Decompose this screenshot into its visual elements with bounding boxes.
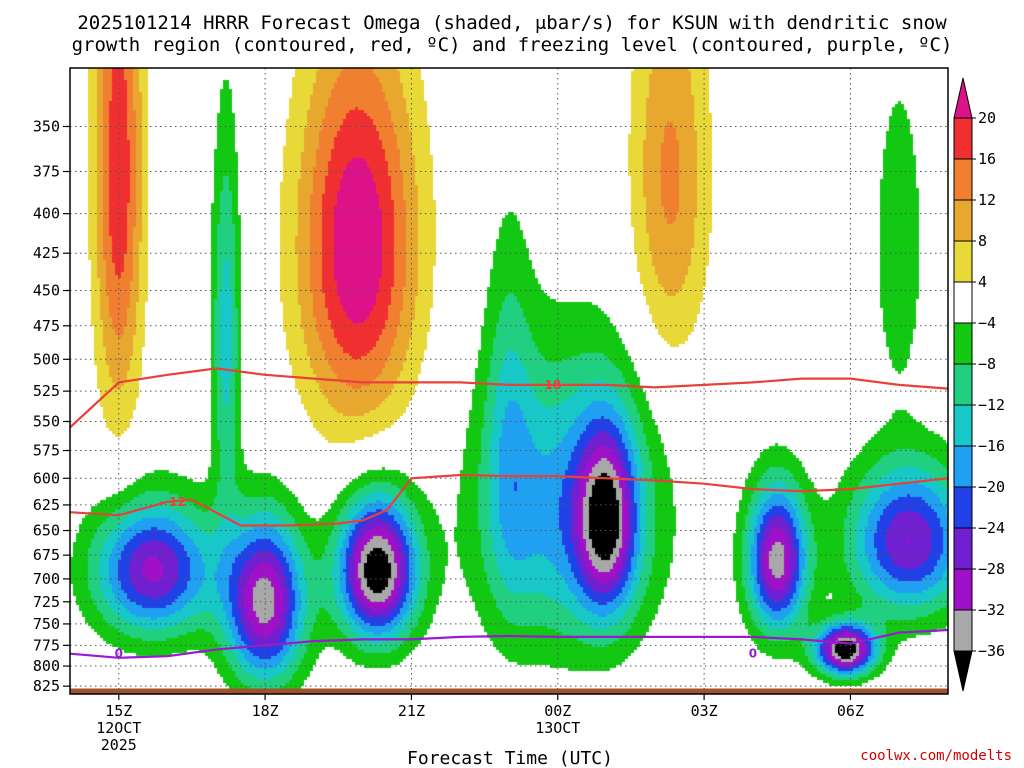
y-axis-ticks: 350 375 400 425 450 475 500 525 550 575 600 625 650 6… — [33, 117, 70, 695]
contour-label: −12 — [159, 495, 186, 509]
colorbar-swatch — [953, 158, 973, 201]
colorbar-swatch — [953, 404, 973, 447]
colorbar-label: −8 — [978, 355, 996, 373]
y-tick-label: 825 — [33, 677, 60, 695]
colorbar-label: 12 — [978, 191, 996, 209]
colorbar-swatch — [953, 486, 973, 529]
chart-title-line1: 2025101214 HRRR Forecast Omega (shaded, … — [77, 12, 947, 34]
colorbar-label: 16 — [978, 150, 996, 168]
dgz-contour-line — [70, 367, 948, 429]
y-tick-label: 775 — [33, 636, 60, 654]
colorbar-swatch — [953, 527, 973, 570]
colorbar-label: −24 — [978, 519, 1005, 537]
contour-label: 0 — [749, 647, 757, 661]
colorbar-swatch — [953, 568, 973, 611]
contour-label: 0 — [115, 647, 123, 661]
y-tick-label: 725 — [33, 593, 60, 611]
colorbar-swatch — [953, 117, 973, 160]
colorbar-label: 4 — [978, 273, 987, 291]
freezing-level-contour — [70, 628, 948, 659]
y-tick-label: 450 — [33, 282, 60, 300]
y-tick-label: 575 — [33, 442, 60, 460]
plot-frame — [69, 67, 949, 695]
y-tick-label: 400 — [33, 205, 60, 223]
colorbar-label: −20 — [978, 478, 1005, 496]
y-tick-label: 625 — [33, 496, 60, 514]
colorbar-label: −36 — [978, 642, 1005, 660]
surface-strip — [70, 688, 948, 694]
dgz-contour-line — [70, 473, 948, 527]
colorbar-label: 8 — [978, 232, 987, 250]
colorbar-label: −28 — [978, 560, 1005, 578]
x-tick-label: 15Z — [105, 702, 132, 720]
colorbar-label: −16 — [978, 437, 1005, 455]
colorbar-label: −32 — [978, 601, 1005, 619]
y-tick-label: 600 — [33, 469, 60, 487]
y-tick-label: 650 — [33, 522, 60, 540]
colorbar-swatch — [953, 609, 973, 652]
contour-lines: −18 −12 0 0 — [70, 367, 948, 661]
title-block: 2025101214 HRRR Forecast Omega (shaded, … — [72, 12, 953, 56]
x-tick-label: 12OCT — [96, 719, 141, 737]
y-tick-label: 350 — [33, 117, 60, 135]
x-tick-label: 2025 — [101, 736, 137, 754]
credit-text: coolwx.com/modelts — [860, 748, 1012, 764]
chart-title-line2: growth region (contoured, red, ºC) and f… — [72, 34, 953, 56]
y-tick-label: 800 — [33, 657, 60, 675]
colorbar-swatch — [953, 363, 973, 406]
y-tick-label: 475 — [33, 317, 60, 335]
colorbar-swatch — [953, 322, 973, 365]
omega-shading — [70, 68, 948, 694]
y-tick-label: 675 — [33, 546, 60, 564]
y-tick-label: 750 — [33, 615, 60, 633]
x-tick-label: 00Z — [544, 702, 571, 720]
y-tick-label: 425 — [33, 244, 60, 262]
colorbar-swatch — [953, 281, 973, 324]
y-tick-label: 700 — [33, 570, 60, 588]
x-tick-label: 06Z — [837, 702, 864, 720]
colorbar-swatch — [953, 445, 973, 488]
x-tick-label: 03Z — [691, 702, 718, 720]
x-tick-label: 21Z — [398, 702, 425, 720]
colorbar-top-arrow — [953, 77, 973, 119]
colorbar-label: −12 — [978, 396, 1005, 414]
colorbar-label: 20 — [978, 109, 996, 127]
grid-lines — [70, 68, 948, 694]
contour-label: −18 — [535, 378, 562, 392]
colorbar-swatch — [953, 199, 973, 242]
colorbar-bottom-arrow — [953, 650, 973, 692]
y-tick-label: 550 — [33, 412, 60, 430]
x-tick-label: 13OCT — [535, 719, 580, 737]
y-tick-label: 525 — [33, 382, 60, 400]
x-tick-label: 18Z — [252, 702, 279, 720]
colorbar-label: −4 — [978, 314, 996, 332]
y-tick-label: 500 — [33, 350, 60, 368]
surface-fill — [70, 688, 948, 694]
colorbar-swatch — [953, 240, 973, 283]
colorbar: 20 16 12 8 4 −4 −8 −12 −16 −20 −24 −28 −32 −36 — [953, 77, 1005, 692]
y-tick-label: 375 — [33, 163, 60, 181]
plot-area: −18 −12 0 0 — [69, 67, 949, 695]
x-axis-label: Forecast Time (UTC) — [407, 748, 613, 768]
